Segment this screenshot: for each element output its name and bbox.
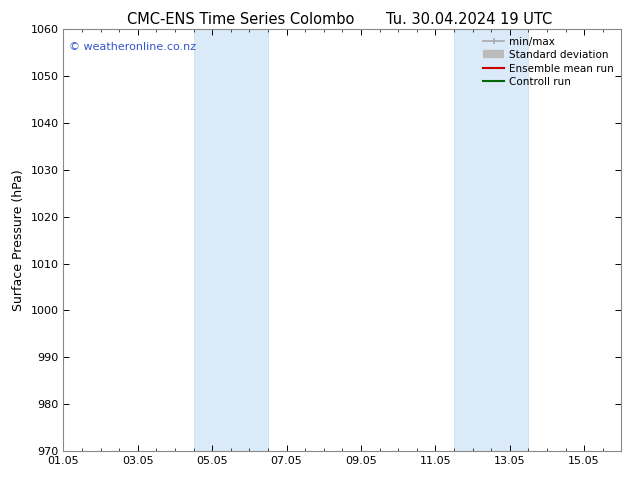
Bar xyxy=(193,29,268,451)
Text: © weatheronline.co.nz: © weatheronline.co.nz xyxy=(69,42,196,52)
Legend: min/max, Standard deviation, Ensemble mean run, Controll run: min/max, Standard deviation, Ensemble me… xyxy=(479,32,618,91)
Bar xyxy=(454,29,528,451)
Y-axis label: Surface Pressure (hPa): Surface Pressure (hPa) xyxy=(12,169,25,311)
Text: CMC-ENS Time Series Colombo: CMC-ENS Time Series Colombo xyxy=(127,12,354,27)
Text: Tu. 30.04.2024 19 UTC: Tu. 30.04.2024 19 UTC xyxy=(386,12,552,27)
